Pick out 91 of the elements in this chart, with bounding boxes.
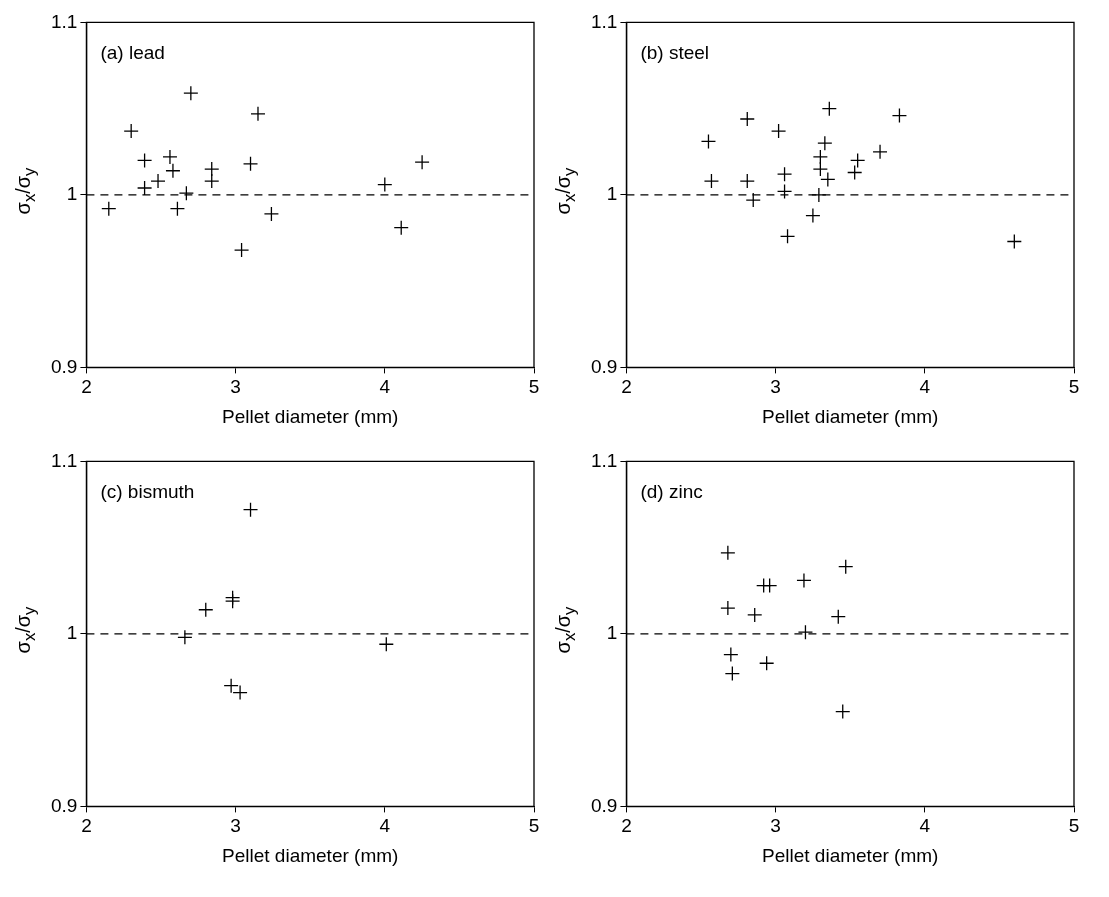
point	[759, 655, 775, 671]
point	[393, 220, 409, 236]
point	[178, 185, 195, 201]
point	[820, 171, 836, 188]
point	[776, 183, 793, 200]
annotation: (c) bismuth	[100, 481, 195, 503]
y-tick-label: 0.9	[50, 794, 78, 816]
point	[414, 154, 430, 170]
point	[703, 173, 720, 189]
x-tick-label: 5	[528, 376, 540, 398]
x-tick-label: 2	[81, 376, 92, 398]
point	[162, 149, 178, 165]
point	[821, 101, 837, 117]
point	[745, 192, 761, 208]
point	[136, 152, 153, 169]
point	[805, 207, 821, 224]
point	[101, 201, 117, 217]
point	[830, 609, 846, 625]
point	[204, 161, 220, 177]
point	[747, 607, 763, 623]
y-tick-label: 0.9	[590, 355, 618, 377]
annotation: (b) steel	[640, 42, 710, 64]
point	[779, 228, 796, 244]
point	[700, 133, 717, 150]
point	[797, 624, 814, 640]
point	[838, 558, 854, 575]
x-tick-label: 2	[621, 815, 632, 837]
point	[724, 665, 740, 682]
y-tick-label: 1	[66, 622, 78, 644]
y-tick-label: 0.9	[590, 794, 618, 816]
point	[812, 149, 829, 165]
point	[377, 176, 393, 193]
point	[177, 629, 193, 645]
x-tick-label: 3	[770, 815, 781, 837]
x-tick-label: 3	[770, 376, 781, 398]
y-tick-label: 1.1	[50, 10, 78, 32]
y-tick-label: 1.1	[50, 449, 78, 471]
point	[233, 242, 250, 258]
x-tick-label: 5	[528, 815, 540, 837]
point	[720, 545, 736, 561]
y-tick-label: 1	[606, 622, 618, 644]
x-tick-label: 3	[230, 815, 241, 837]
annotation: (d) zinc	[640, 481, 703, 503]
x-axis-title: Pellet diameter (mm)	[222, 844, 399, 866]
point	[835, 703, 851, 720]
y-tick-label: 0.9	[50, 355, 78, 377]
point	[720, 600, 736, 616]
point	[739, 111, 755, 127]
point	[796, 572, 812, 589]
point	[739, 173, 755, 189]
point	[250, 106, 266, 122]
point	[770, 123, 787, 139]
y-tick-label: 1	[66, 183, 78, 205]
point	[242, 156, 259, 172]
x-axis-title: Pellet diameter (mm)	[762, 405, 939, 427]
x-tick-label: 2	[81, 815, 92, 837]
point	[204, 173, 220, 189]
point	[198, 602, 214, 618]
x-axis-title: Pellet diameter (mm)	[762, 844, 939, 866]
x-tick-label: 4	[379, 376, 391, 398]
annotation: (a) lead	[100, 42, 165, 64]
y-tick-label: 1	[606, 183, 618, 205]
y-tick-label: 1.1	[590, 449, 618, 471]
x-tick-label: 5	[1068, 815, 1080, 837]
point	[817, 135, 833, 151]
point	[723, 646, 739, 663]
point	[847, 164, 863, 181]
point	[891, 107, 908, 124]
point	[242, 502, 259, 518]
x-axis-title: Pellet diameter (mm)	[222, 405, 399, 427]
x-tick-label: 4	[919, 376, 931, 398]
point	[263, 206, 280, 222]
point	[123, 123, 139, 139]
point	[812, 161, 829, 177]
x-tick-label: 4	[919, 815, 931, 837]
point	[872, 144, 888, 160]
x-tick-label: 4	[379, 815, 391, 837]
point	[1006, 233, 1022, 250]
point	[165, 163, 181, 179]
x-tick-label: 5	[1068, 376, 1080, 398]
point	[169, 201, 186, 217]
point	[378, 636, 394, 652]
y-tick-label: 1.1	[590, 10, 618, 32]
point	[183, 85, 199, 101]
point	[850, 152, 866, 169]
point	[776, 166, 793, 182]
point	[150, 173, 166, 189]
x-tick-label: 2	[621, 376, 632, 398]
x-tick-label: 3	[230, 376, 241, 398]
point	[761, 577, 778, 594]
point	[136, 180, 153, 196]
